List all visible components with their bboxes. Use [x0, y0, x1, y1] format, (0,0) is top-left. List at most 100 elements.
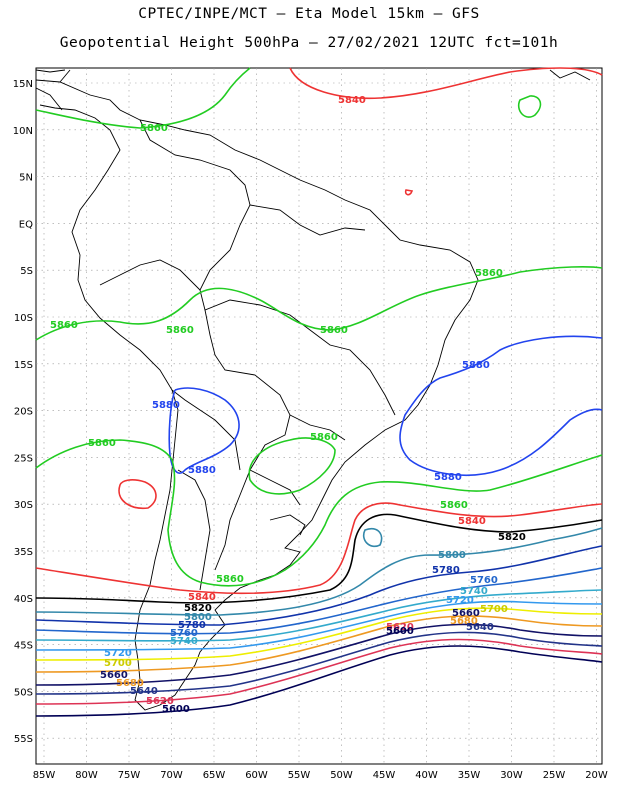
contour-5840-blob	[404, 189, 414, 196]
contour-label: 5860	[475, 268, 503, 279]
contour-5600	[35, 645, 603, 717]
contour-5840-main	[35, 502, 603, 595]
contour-label: 5880	[152, 400, 180, 411]
contour-5640	[35, 631, 603, 695]
latitude-label: 10S	[14, 313, 33, 324]
latitude-label: 15N	[13, 79, 33, 90]
contour-5860-inner	[248, 437, 336, 495]
contour-label: 5860	[50, 320, 78, 331]
contour-label: 5860	[140, 123, 168, 134]
latitude-label: 40S	[14, 594, 33, 605]
contour-label: 5760	[470, 575, 498, 586]
longitude-label: 65W	[203, 770, 226, 781]
contour-label: 5740	[460, 586, 488, 597]
longitude-label: 75W	[118, 770, 141, 781]
contour-label: 5640	[130, 686, 158, 697]
map-title-line2: Geopotential Height 500hPa – 27/02/2021 …	[59, 35, 559, 51]
longitude-label: 85W	[33, 770, 56, 781]
contour-label: 5800	[184, 612, 212, 623]
contour-5820-main	[35, 513, 603, 604]
contour-label: 5700	[104, 658, 132, 669]
contour-5860-blob	[517, 95, 542, 118]
graticule	[36, 68, 602, 764]
contour-5860-north	[35, 67, 251, 129]
contour-5860-mid	[35, 266, 603, 341]
longitude-label: 55W	[288, 770, 311, 781]
latitude-labels: 15N 10N 5N EQ 5S 10S 15S 20S 25S 30S 35S 40S 45S 50S 5…	[13, 79, 33, 745]
contour-label: 5680	[116, 678, 144, 689]
contour-label: 5780	[178, 620, 206, 631]
longitude-label: 35W	[458, 770, 481, 781]
contour-label: 5820	[498, 532, 526, 543]
contour-5880-east	[399, 335, 603, 476]
contour-label: 5800	[438, 550, 466, 561]
map-frame	[35, 67, 603, 765]
contour-5720	[35, 600, 603, 651]
longitude-label: 60W	[245, 770, 268, 781]
latitude-label: 15S	[14, 360, 33, 371]
contour-5660	[35, 623, 603, 686]
contour-5700	[35, 607, 603, 661]
latitude-label: 5S	[20, 266, 33, 277]
latitude-label: 35S	[14, 547, 33, 558]
contour-5840-north	[289, 67, 603, 100]
latitude-label: 50S	[14, 687, 33, 698]
contour-label: 5640	[466, 622, 494, 633]
latitude-label: 5N	[19, 173, 33, 184]
longitude-label: 25W	[543, 770, 566, 781]
contour-label: 5840	[458, 516, 486, 527]
map-title-line1: CPTEC/INPE/MCT – Eta Model 15km – GFS	[138, 6, 480, 22]
contour-label: 5820	[184, 603, 212, 614]
contour-label: 5860	[88, 438, 116, 449]
contour-label: 5860	[216, 574, 244, 585]
contour-label: 5780	[432, 565, 460, 576]
contour-label: 5880	[462, 360, 490, 371]
contour-label: 5720	[104, 648, 132, 659]
latitude-label: 55S	[14, 734, 33, 745]
contour-label: 5600	[162, 704, 190, 715]
contour-label: 5840	[338, 95, 366, 106]
longitude-labels: 85W 80W 75W 70W 65W 60W 55W 50W 45W 40W 35W 30W 25W 2…	[33, 770, 608, 781]
contour-5820-ring	[362, 527, 383, 548]
contour-5800	[35, 527, 603, 616]
contour-5680	[35, 615, 603, 673]
contour-label: 5860	[166, 325, 194, 336]
contour-label: 5600	[386, 626, 414, 637]
contour-label: 5740	[170, 636, 198, 647]
contour-label: 5760	[170, 628, 198, 639]
latitude-label: 25S	[14, 453, 33, 464]
longitude-label: 70W	[160, 770, 183, 781]
contour-labels: 5840 5860 5860 5860 5860 5860 5880 5880 …	[50, 95, 526, 715]
longitude-label: 20W	[585, 770, 608, 781]
latitude-label: 20S	[14, 407, 33, 418]
longitude-label: 80W	[75, 770, 98, 781]
contour-label: 5720	[446, 595, 474, 606]
longitude-label: 45W	[373, 770, 396, 781]
coastlines	[35, 69, 591, 711]
contour-5860-west	[35, 439, 603, 587]
contour-5840-low	[118, 479, 157, 510]
contour-5780	[35, 545, 603, 626]
longitude-label: 40W	[415, 770, 438, 781]
contour-label: 5620	[386, 622, 414, 633]
contour-label: 5880	[188, 465, 216, 476]
contour-lines	[35, 67, 603, 717]
contour-label: 5860	[320, 325, 348, 336]
longitude-label: 30W	[500, 770, 523, 781]
longitude-label: 50W	[330, 770, 353, 781]
contour-label: 5840	[188, 592, 216, 603]
contour-label: 5660	[452, 608, 480, 619]
contour-label: 5880	[434, 472, 462, 483]
contour-label: 5860	[310, 432, 338, 443]
contour-5760	[35, 567, 603, 635]
contour-label: 5680	[450, 616, 478, 627]
contour-label: 5700	[480, 604, 508, 615]
contour-5880-andes	[168, 387, 240, 474]
latitude-label: 10N	[13, 126, 33, 137]
contour-5620	[35, 638, 603, 705]
contour-5740	[35, 589, 603, 642]
contour-label: 5660	[100, 670, 128, 681]
contour-label: 5860	[440, 500, 468, 511]
latitude-label: 45S	[14, 641, 33, 652]
